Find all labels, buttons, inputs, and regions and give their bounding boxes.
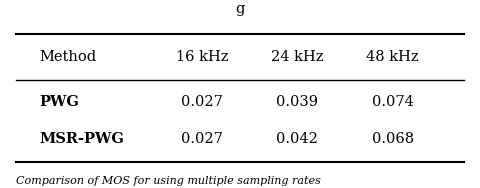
- Text: PWG: PWG: [39, 95, 80, 109]
- Text: 0.027: 0.027: [181, 132, 223, 146]
- Text: g: g: [235, 2, 245, 15]
- Text: 24 kHz: 24 kHz: [271, 50, 324, 64]
- Text: 16 kHz: 16 kHz: [176, 50, 228, 64]
- Text: 0.042: 0.042: [276, 132, 318, 146]
- Text: 0.027: 0.027: [181, 95, 223, 109]
- Text: MSR-PWG: MSR-PWG: [39, 132, 124, 146]
- Text: 0.074: 0.074: [372, 95, 414, 109]
- Text: 0.039: 0.039: [276, 95, 318, 109]
- Text: Comparison of MOS for using multiple sampling rates: Comparison of MOS for using multiple sam…: [16, 176, 321, 186]
- Text: 0.068: 0.068: [372, 132, 414, 146]
- Text: 48 kHz: 48 kHz: [366, 50, 419, 64]
- Text: Method: Method: [39, 50, 96, 64]
